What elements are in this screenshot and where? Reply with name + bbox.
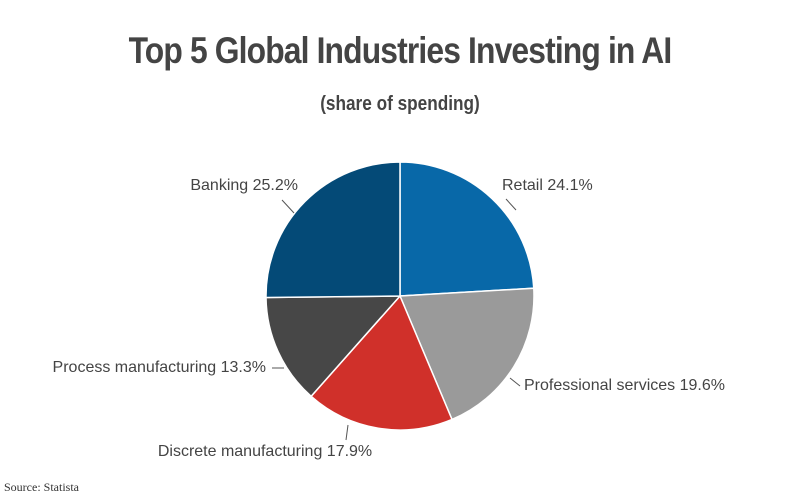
pie-slice-professional-services	[398, 287, 535, 421]
leader-line	[281, 199, 295, 214]
pie-slice-retail	[399, 161, 535, 297]
slice-label: Banking 25.2%	[190, 177, 298, 194]
source-note: Source: Statista	[4, 480, 79, 494]
slice-label: Retail 24.1%	[502, 177, 593, 194]
slice-label: Professional services 19.6%	[524, 377, 725, 394]
slice-label: Process manufacturing 13.3%	[53, 359, 266, 376]
pie-slice-process-manufacturing	[265, 295, 402, 398]
leader-line	[345, 424, 349, 441]
pie-slice-banking	[265, 161, 401, 299]
leader-line	[505, 198, 517, 211]
pie-slice-discrete-manufacturing	[310, 294, 453, 431]
pie-slices	[265, 161, 535, 431]
chart-title: Top 5 Global Industries Investing in AI	[128, 30, 673, 71]
chart-subtitle: (share of spending)	[320, 93, 480, 115]
pie-labels: Retail 24.1% Professional services 19.6% D…	[53, 177, 725, 460]
slice-label: Discrete manufacturing 17.9%	[158, 443, 372, 460]
leader-line	[509, 377, 521, 387]
